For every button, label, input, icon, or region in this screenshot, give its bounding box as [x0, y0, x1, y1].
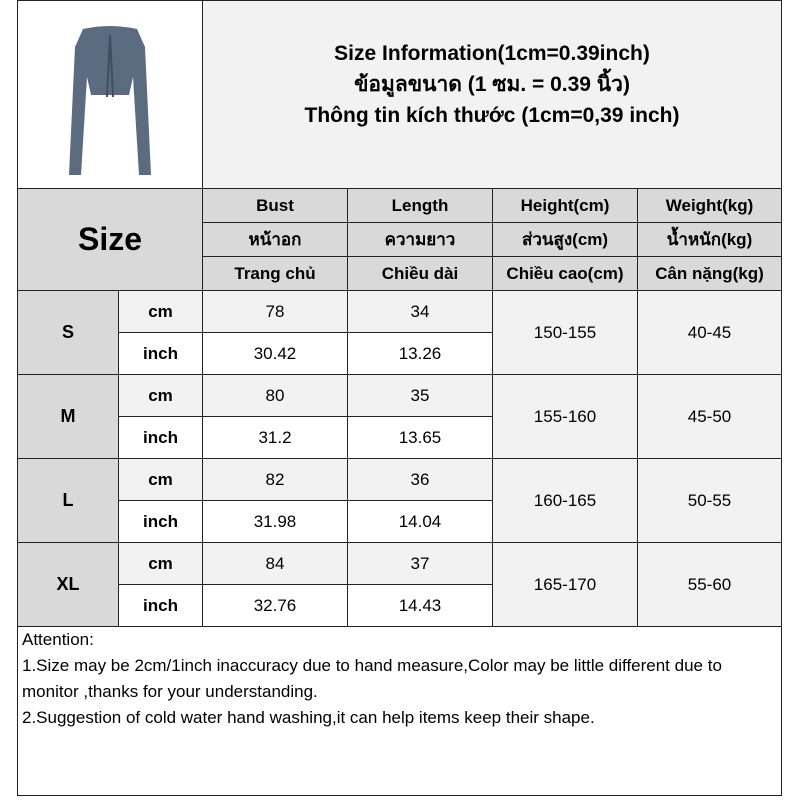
size-label: XL	[17, 542, 119, 627]
length-inch: 14.04	[347, 500, 493, 543]
bust-inch: 31.2	[202, 416, 348, 459]
size-row-inch: inch 30.42 13.26	[18, 332, 782, 375]
bust-cm: 80	[202, 374, 348, 417]
length-cm: 37	[347, 542, 493, 585]
attention-note-2: 2.Suggestion of cold water hand washing,…	[22, 708, 595, 727]
product-image	[17, 0, 203, 189]
size-label: M	[17, 374, 119, 459]
weight-range: 45-50	[636, 374, 783, 459]
height-range: 155-160	[492, 374, 638, 459]
length-inch: 13.65	[347, 416, 493, 459]
unit-inch: inch	[118, 584, 203, 627]
column-header-length-vi: Chiều dài	[347, 256, 493, 291]
title-english: Size Information(1cm=0.39inch)	[334, 42, 650, 65]
bust-inch: 31.98	[202, 500, 348, 543]
length-inch: 13.26	[347, 332, 493, 375]
column-header-bust-vi: Trang chủ	[202, 256, 348, 291]
size-row-cm: M cm 80 35 155-160 45-50	[17, 374, 783, 459]
height-range: 150-155	[492, 290, 638, 375]
unit-inch: inch	[118, 332, 203, 375]
column-header-length-th: ความยาว	[347, 222, 493, 257]
column-header-bust-th: หน้าอก	[202, 222, 348, 257]
cropped-cardigan-image	[69, 26, 151, 175]
weight-range: 40-45	[636, 290, 783, 375]
bust-cm: 82	[202, 458, 348, 501]
weight-range: 50-55	[636, 458, 783, 543]
size-row-cm: XL cm 84 37 165-170 55-60	[17, 542, 783, 627]
height-range: 165-170	[492, 542, 638, 627]
bust-inch: 30.42	[202, 332, 348, 375]
column-header-weight-th: น้ำหนัก(kg)	[636, 222, 783, 257]
size-information-title: Size Information(1cm=0.39inch) ข้อมูลขนา…	[201, 0, 783, 189]
size-label: L	[17, 458, 119, 543]
column-header-height: Height(cm)	[492, 188, 638, 223]
column-header-length: Length	[347, 188, 493, 223]
length-cm: 34	[347, 290, 493, 333]
size-row-cm: L cm 82 36 160-165 50-55	[17, 458, 783, 543]
unit-inch: inch	[118, 416, 203, 459]
size-row-cm: S cm 78 34 150-155 40-45	[17, 290, 783, 375]
bust-cm: 78	[202, 290, 348, 333]
attention-notes: Attention: 1.Size may be 2cm/1inch inacc…	[16, 626, 783, 796]
unit-inch: inch	[118, 500, 203, 543]
attention-heading: Attention:	[22, 630, 94, 649]
weight-range: 55-60	[636, 542, 783, 627]
height-range: 160-165	[492, 458, 638, 543]
unit-cm: cm	[118, 542, 203, 585]
unit-cm: cm	[118, 458, 203, 501]
attention-note-1: 1.Size may be 2cm/1inch inaccuracy due t…	[22, 656, 722, 701]
size-chart-table: Size Information(1cm=0.39inch) ข้อมูลขนา…	[16, 0, 783, 796]
bust-cm: 84	[202, 542, 348, 585]
title-vietnamese: Thông tin kích thước (1cm=0,39 inch)	[304, 104, 680, 127]
size-row-inch: inch 31.98 14.04	[18, 500, 782, 543]
column-header-bust: Bust	[202, 188, 348, 223]
column-header-height-vi: Chiều cao(cm)	[492, 256, 638, 291]
size-header: Size	[17, 188, 203, 291]
title-thai: ข้อมูลขนาด (1 ซม. = 0.39 นิ้ว)	[354, 73, 630, 96]
bust-inch: 32.76	[202, 584, 348, 627]
length-inch: 14.43	[347, 584, 493, 627]
column-header-height-th: ส่วนสูง(cm)	[492, 222, 638, 257]
column-header-weight-vi: Cân nặng(kg)	[636, 256, 783, 291]
size-row-inch: inch 31.2 13.65	[18, 416, 782, 459]
unit-cm: cm	[118, 374, 203, 417]
column-header-weight: Weight(kg)	[636, 188, 783, 223]
size-row-inch: inch 32.76 14.43	[18, 584, 782, 627]
length-cm: 35	[347, 374, 493, 417]
length-cm: 36	[347, 458, 493, 501]
size-label: S	[17, 290, 119, 375]
unit-cm: cm	[118, 290, 203, 333]
